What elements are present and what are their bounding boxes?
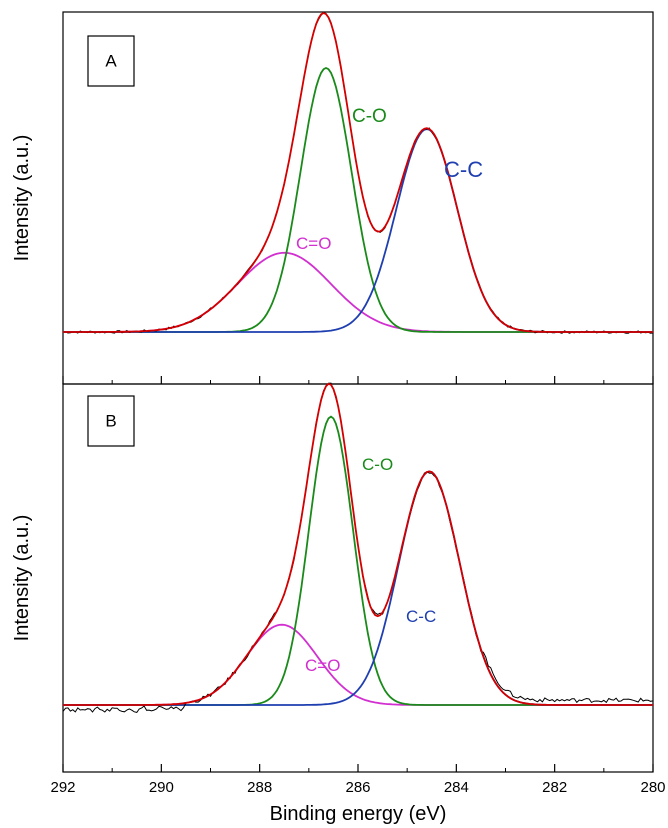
panel-a-fit-envelope [63, 11, 653, 333]
x-tick-label: 284 [444, 779, 469, 796]
panel-b-fit-envelope [63, 382, 653, 706]
panel-b-frame [62, 383, 654, 773]
x-axis: 292 290 288 286 284 282 280 [50, 376, 666, 796]
panel-a-peak-label-c-double-o: C=O [296, 234, 331, 253]
panel-b-peak-label-c-o: C-O [362, 455, 393, 474]
panel-a-plot [62, 11, 654, 334]
panel-a-component-c-c [63, 128, 653, 333]
panel-b-ylabel: Intensity (a.u.) [11, 515, 33, 642]
panel-b-component-c-double-o [63, 623, 653, 706]
panel-a-peak-label-c-o: C-O [352, 106, 387, 127]
x-tick-label: 288 [247, 779, 272, 796]
x-tick-label: 280 [640, 779, 665, 796]
x-tick-label: 286 [345, 779, 370, 796]
panel-b-component-c-o [63, 415, 653, 706]
x-tick-label: 292 [50, 779, 75, 796]
panel-a-frame [62, 11, 654, 385]
panel-a-ylabel: Intensity (a.u.) [11, 135, 33, 262]
x-tick-label: 282 [542, 779, 567, 796]
panel-b-component-c-c [63, 470, 653, 706]
panel-b-label: B [105, 411, 116, 430]
panel-b-label-box: B [87, 395, 135, 447]
panel-a-label-box: A [87, 35, 135, 87]
panel-a-component-c-double-o [63, 251, 653, 333]
x-axis-label: Binding energy (eV) [270, 803, 447, 825]
panel-a-label: A [105, 51, 117, 70]
panel-a-peak-label-c-c: C-C [444, 157, 483, 182]
x-tick-label: 290 [149, 779, 174, 796]
panel-b-peak-label-c-c: C-C [406, 607, 436, 626]
panel-b-peak-label-c-double-o: C=O [305, 656, 340, 675]
panel-b-plot [62, 382, 654, 713]
